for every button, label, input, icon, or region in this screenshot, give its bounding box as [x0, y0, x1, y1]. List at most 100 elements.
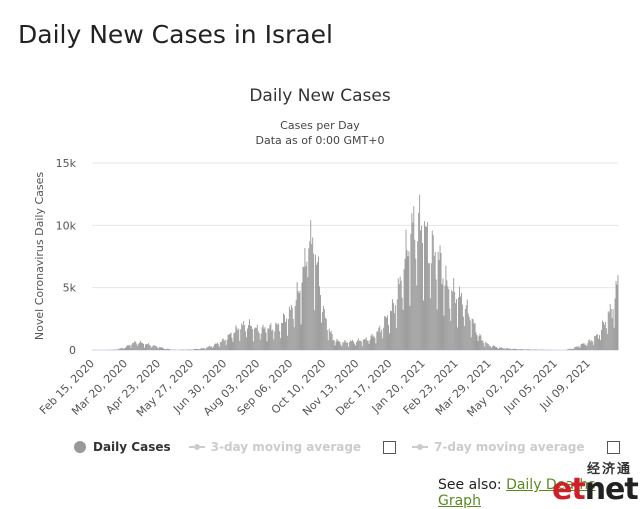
- bar: [373, 336, 374, 350]
- bar: [367, 340, 368, 350]
- bar: [521, 349, 522, 350]
- bar: [430, 298, 431, 350]
- bar: [397, 299, 398, 350]
- bar: [155, 346, 156, 350]
- bar: [287, 336, 288, 350]
- bar: [380, 332, 381, 350]
- bar: [302, 283, 303, 350]
- bar: [167, 349, 168, 350]
- bar: [594, 336, 595, 350]
- bar: [416, 285, 417, 350]
- bar: [254, 329, 255, 350]
- bar: [238, 329, 239, 350]
- bar: [310, 220, 311, 350]
- bar: [137, 346, 138, 350]
- bar: [332, 334, 333, 350]
- bar: [468, 314, 469, 350]
- bar: [147, 344, 148, 350]
- bar: [354, 344, 355, 350]
- bar: [288, 319, 289, 350]
- bar: [577, 347, 578, 350]
- bar: [325, 318, 326, 350]
- bar: [226, 345, 227, 350]
- bar: [122, 348, 123, 350]
- bar: [584, 345, 585, 350]
- bar: [252, 329, 253, 350]
- bar: [514, 349, 515, 350]
- bar: [280, 338, 281, 350]
- bar: [393, 303, 394, 350]
- bar: [496, 347, 497, 350]
- bars[interactable]: [108, 195, 618, 350]
- bar: [336, 342, 337, 350]
- bar: [228, 335, 229, 350]
- bar: [462, 305, 463, 350]
- bar: [359, 341, 360, 350]
- bar: [211, 346, 212, 350]
- bar: [617, 284, 618, 350]
- bar: [198, 349, 199, 350]
- bar: [476, 332, 477, 350]
- bar: [467, 300, 468, 350]
- bar: [152, 347, 153, 350]
- bar: [457, 328, 458, 350]
- bar: [389, 333, 390, 350]
- bar: [158, 349, 159, 350]
- y-tick-label: 0: [69, 344, 76, 357]
- bar: [406, 230, 407, 350]
- bar: [321, 323, 322, 350]
- bar: [316, 265, 317, 350]
- bar: [433, 235, 434, 350]
- bar: [274, 332, 275, 350]
- bar: [382, 338, 383, 350]
- legend-item-3day-average[interactable]: 3-day moving average: [189, 440, 361, 454]
- bar: [451, 290, 452, 350]
- bar: [460, 296, 461, 350]
- bar: [383, 328, 384, 350]
- checkbox-7day-average[interactable]: [607, 441, 620, 454]
- bar: [233, 333, 234, 350]
- bar: [123, 348, 124, 350]
- bar: [311, 244, 312, 350]
- bar: [614, 328, 615, 350]
- bar: [478, 336, 479, 350]
- bar: [305, 266, 306, 350]
- bar: [286, 318, 287, 350]
- bar: [412, 223, 413, 350]
- bar: [534, 349, 535, 350]
- y-axis-label: Novel Coronavirus Daily Cases: [33, 172, 46, 340]
- bar: [445, 266, 446, 350]
- bar: [197, 349, 198, 350]
- bar: [611, 309, 612, 350]
- bar: [608, 311, 609, 350]
- bar: [418, 213, 419, 350]
- bar: [281, 323, 282, 350]
- bar: [446, 280, 447, 350]
- bar: [616, 281, 617, 350]
- legend-item-7day-average[interactable]: 7-day moving average: [412, 440, 584, 454]
- bar: [570, 349, 571, 350]
- bar: [206, 347, 207, 350]
- checkbox-3day-average[interactable]: [383, 441, 396, 454]
- bar: [432, 231, 433, 350]
- bar: [443, 315, 444, 350]
- bar: [301, 324, 302, 350]
- bar: [208, 347, 209, 350]
- bar: [465, 309, 466, 350]
- legend-item-daily-cases[interactable]: Daily Cases: [74, 440, 171, 454]
- bar: [247, 329, 248, 350]
- bar: [335, 345, 336, 350]
- bar: [309, 241, 310, 350]
- bar: [581, 344, 582, 350]
- bar: [438, 252, 439, 350]
- bar: [501, 347, 502, 350]
- bar: [169, 349, 170, 350]
- bar: [410, 234, 411, 350]
- bar: [431, 263, 432, 350]
- bar: [207, 347, 208, 350]
- bar: [618, 275, 619, 350]
- bar: [379, 326, 380, 350]
- bar: [324, 309, 325, 350]
- bar: [408, 251, 409, 350]
- bar: [133, 343, 134, 350]
